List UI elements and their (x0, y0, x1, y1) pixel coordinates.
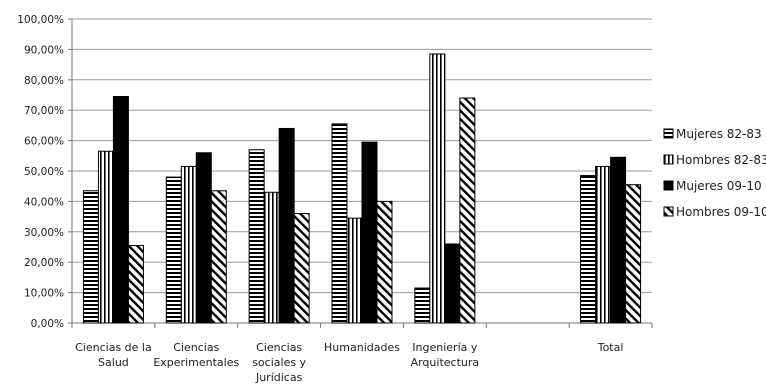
bar (625, 184, 642, 324)
legend-label: Hombres 09-10 (676, 205, 766, 219)
bar (346, 217, 363, 324)
y-tick-label: 100,00% (17, 14, 64, 26)
x-category-label: Humanidades (324, 341, 400, 354)
bar (361, 141, 378, 324)
x-category-label: Total (597, 341, 624, 354)
x-category-label: Salud (98, 356, 129, 369)
bar (331, 123, 348, 324)
y-tick-label: 80,00% (24, 75, 64, 87)
y-tick-label: 70,00% (24, 105, 64, 117)
bar (82, 190, 99, 324)
bar (580, 175, 597, 324)
bar (263, 191, 280, 324)
bar (127, 244, 144, 324)
legend: Mujeres 82-83 Hombres 82-83 Mujeres 09-10 H… (663, 127, 766, 219)
bar (595, 165, 612, 324)
x-category-label: Ingeniería y (412, 341, 478, 354)
x-category-label: Ciencias de la (75, 341, 152, 354)
bar (376, 200, 393, 324)
x-category-label: Arquitectura (411, 356, 480, 369)
x-category-label: Ciencias (256, 341, 302, 354)
y-tick-label: 90,00% (24, 44, 64, 56)
y-tick-label: 0,00% (31, 318, 64, 330)
bar (195, 152, 212, 324)
y-tick-label: 30,00% (24, 227, 64, 239)
x-category-labels: Ciencias de la Salud Ciencias Experimentale… (75, 341, 623, 384)
y-tick-label: 40,00% (24, 196, 64, 208)
y-tick-labels: 0,00% 10,00% 20,00% 30,00% 40,00% 50,00% 60,00… (17, 14, 64, 330)
bar (293, 213, 310, 324)
bar (278, 127, 295, 324)
bar (444, 243, 461, 324)
legend-swatch (663, 206, 674, 217)
x-category-label: Experimentales (153, 356, 239, 369)
bar (165, 176, 182, 324)
legend-label: Hombres 82-83 (676, 153, 766, 167)
bar (610, 156, 627, 324)
bar (112, 96, 129, 324)
x-category-label: sociales y (252, 356, 306, 369)
bar (429, 53, 446, 324)
y-tick-label: 10,00% (24, 288, 64, 300)
y-tick-label: 50,00% (24, 166, 64, 178)
bar (180, 165, 197, 324)
legend-swatch (663, 180, 674, 191)
y-tick-label: 20,00% (24, 257, 64, 269)
bar (459, 97, 476, 324)
bar (248, 149, 265, 324)
bar (97, 150, 114, 324)
x-category-label: Jurídicas (255, 371, 303, 384)
legend-label: Mujeres 82-83 (676, 127, 762, 141)
legend-swatch (663, 128, 674, 139)
y-tick-label: 60,00% (24, 136, 64, 148)
bars (82, 53, 642, 324)
x-category-label: Ciencias (173, 341, 219, 354)
bar (210, 190, 227, 324)
bar (414, 287, 431, 324)
legend-swatch (663, 154, 674, 165)
legend-label: Mujeres 09-10 (676, 179, 762, 193)
